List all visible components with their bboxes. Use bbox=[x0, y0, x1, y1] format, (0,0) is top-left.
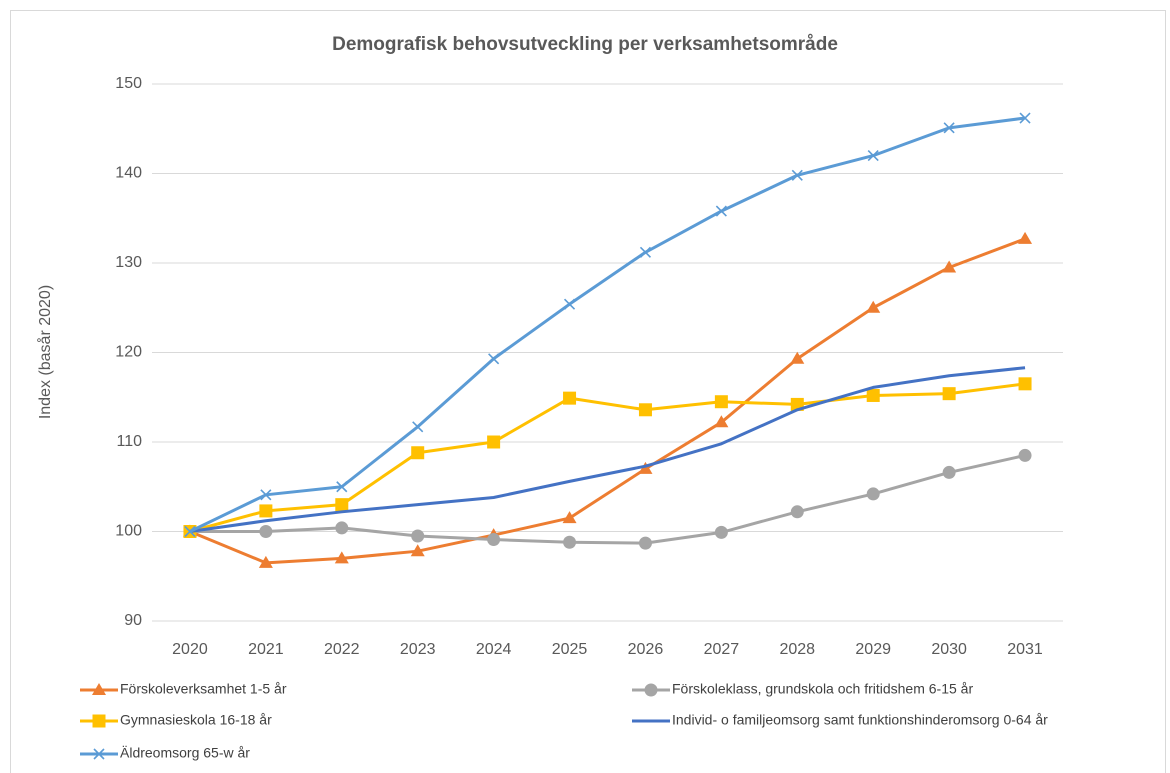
data-point bbox=[867, 150, 879, 162]
data-point bbox=[790, 351, 805, 364]
data-point bbox=[488, 353, 500, 365]
legend-marker bbox=[92, 683, 106, 695]
data-point bbox=[942, 260, 957, 273]
data-point bbox=[1019, 112, 1031, 124]
data-point bbox=[714, 395, 728, 409]
series-line bbox=[189, 453, 1026, 545]
data-point bbox=[411, 529, 425, 543]
y-tick-label: 140 bbox=[115, 165, 142, 182]
y-tick-label: 150 bbox=[115, 75, 142, 92]
y-tick-label: 110 bbox=[116, 433, 142, 450]
x-tick-label: 2026 bbox=[628, 641, 664, 658]
x-tick-label: 2021 bbox=[248, 641, 284, 658]
data-point bbox=[1018, 377, 1032, 391]
data-point bbox=[791, 169, 803, 181]
data-point bbox=[487, 435, 501, 449]
data-point bbox=[259, 504, 273, 518]
x-tick-label: 2022 bbox=[324, 641, 360, 658]
legend-label: Individ- o familjeomsorg samt funktionsh… bbox=[672, 712, 1048, 728]
data-point bbox=[258, 555, 273, 568]
data-point bbox=[715, 205, 727, 217]
legend-label: Förskoleverksamhet 1-5 år bbox=[120, 681, 287, 697]
data-point bbox=[942, 465, 956, 479]
data-point bbox=[335, 521, 349, 535]
data-point bbox=[638, 403, 652, 417]
y-tick-label: 130 bbox=[115, 254, 142, 271]
data-point bbox=[1018, 448, 1032, 462]
series-line bbox=[189, 116, 1026, 533]
legend-marker bbox=[644, 683, 658, 697]
data-point bbox=[259, 525, 273, 538]
data-point bbox=[714, 525, 728, 539]
y-tick-label: 120 bbox=[115, 344, 142, 361]
chart-frame bbox=[10, 10, 1166, 773]
x-tick-label: 2023 bbox=[400, 641, 436, 658]
data-point bbox=[335, 498, 349, 512]
data-point bbox=[487, 533, 501, 547]
x-tick-label: 2025 bbox=[552, 641, 588, 658]
legend-label: Äldreomsorg 65-w år bbox=[120, 745, 250, 761]
x-tick-label: 2027 bbox=[704, 641, 740, 658]
x-tick-label: 2020 bbox=[172, 641, 208, 658]
y-tick-label: 100 bbox=[115, 523, 142, 540]
data-point bbox=[336, 481, 348, 493]
x-tick-label: 2031 bbox=[1007, 641, 1043, 658]
y-tick-label: 90 bbox=[124, 612, 142, 629]
data-point bbox=[563, 298, 576, 310]
data-point bbox=[866, 300, 881, 313]
data-point bbox=[562, 511, 577, 524]
x-tick-label: 2030 bbox=[931, 641, 967, 658]
data-point bbox=[866, 487, 880, 501]
series-line bbox=[189, 382, 1026, 533]
data-point bbox=[1018, 231, 1033, 244]
data-point bbox=[334, 551, 349, 564]
x-tick-label: 2029 bbox=[855, 641, 891, 658]
data-point bbox=[638, 461, 653, 474]
data-point bbox=[563, 535, 577, 549]
data-point bbox=[563, 391, 577, 405]
data-point bbox=[411, 446, 425, 460]
data-point bbox=[790, 505, 804, 519]
data-point bbox=[184, 525, 196, 538]
data-point bbox=[412, 421, 424, 433]
x-tick-label: 2024 bbox=[476, 641, 512, 658]
data-point bbox=[942, 387, 956, 401]
legend-label: Förskoleklass, grundskola och fritidshem… bbox=[672, 681, 973, 697]
data-point bbox=[638, 536, 652, 550]
data-point bbox=[943, 122, 955, 134]
data-point bbox=[714, 415, 729, 428]
data-point bbox=[866, 388, 880, 402]
data-point bbox=[410, 544, 425, 557]
series-line bbox=[189, 366, 1026, 533]
chart-title: Demografisk behovsutveckling per verksam… bbox=[332, 34, 838, 55]
legend-marker bbox=[93, 748, 105, 760]
legend-label: Gymnasieskola 16-18 år bbox=[120, 712, 272, 728]
x-tick-label: 2028 bbox=[779, 641, 815, 658]
series-line bbox=[189, 237, 1026, 565]
data-point bbox=[639, 246, 652, 258]
legend-marker bbox=[92, 714, 106, 728]
data-point bbox=[260, 489, 272, 501]
y-axis-label: Index (basår 2020) bbox=[36, 285, 54, 419]
